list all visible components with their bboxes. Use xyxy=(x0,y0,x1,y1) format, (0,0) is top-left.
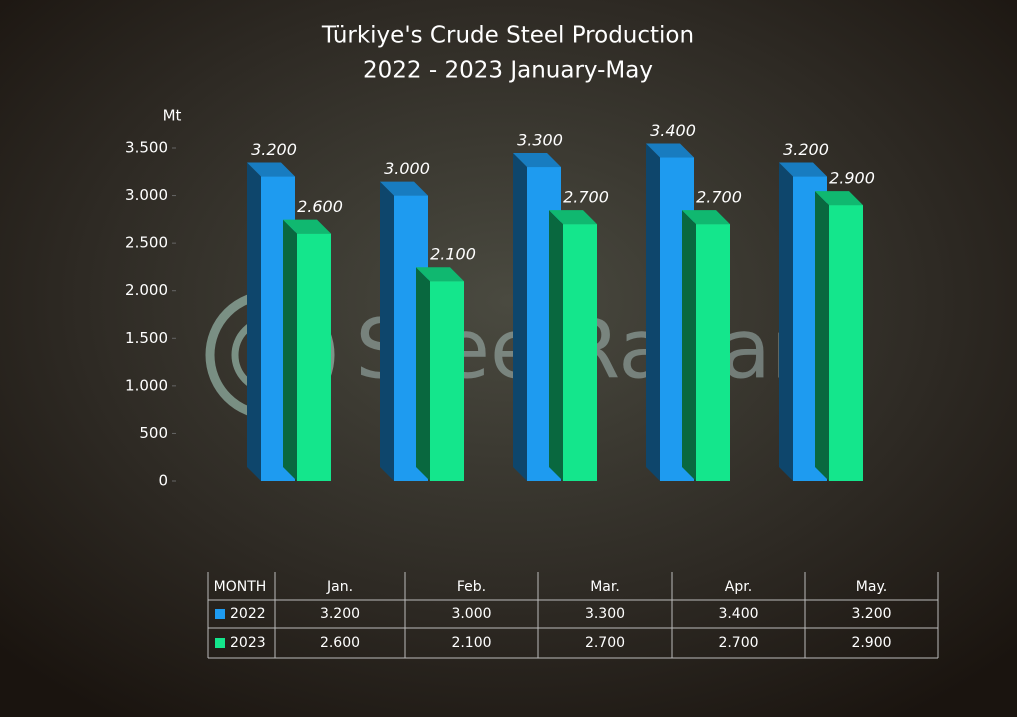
table-cell: 2.600 xyxy=(320,635,360,651)
table-cell: 3.200 xyxy=(320,606,360,622)
chart-title: Türkiye's Crude Steel Production xyxy=(321,23,694,49)
bar-side xyxy=(646,143,660,481)
bar-top xyxy=(283,219,331,234)
legend-label: 2023 xyxy=(230,635,266,651)
y-tick-label: 1.000 xyxy=(125,376,168,394)
bar-side xyxy=(815,191,829,482)
value-label: 3.400 xyxy=(650,121,696,140)
table-column-header: Feb. xyxy=(457,579,486,595)
value-label: 3.300 xyxy=(517,131,563,150)
bar xyxy=(563,224,597,481)
table-cell: 2.100 xyxy=(451,635,491,651)
table-cell: 3.200 xyxy=(851,606,891,622)
table-header: MONTH xyxy=(214,579,267,595)
y-tick-label: 3.500 xyxy=(125,139,168,157)
table-cell: 2.700 xyxy=(585,635,625,651)
chart-subtitle: 2022 - 2023 January-May xyxy=(363,58,653,84)
table-cell: 3.000 xyxy=(451,606,491,622)
y-tick-label: 1.500 xyxy=(125,329,168,347)
bar xyxy=(829,205,863,482)
bar-top xyxy=(682,210,730,225)
bar-top xyxy=(815,191,863,206)
bar xyxy=(297,233,331,481)
table-cell: 3.400 xyxy=(718,606,758,622)
bar-top xyxy=(416,267,464,282)
bar-top xyxy=(549,210,597,225)
y-tick-label: 2.000 xyxy=(125,281,168,299)
bar-top xyxy=(779,162,827,177)
bar-side xyxy=(779,162,793,482)
y-axis-label: Mt xyxy=(163,107,182,125)
value-label: 2.100 xyxy=(430,245,476,264)
value-label: 2.600 xyxy=(297,197,343,216)
bar xyxy=(430,281,464,481)
y-tick-label: 0 xyxy=(158,472,168,490)
legend-swatch xyxy=(215,609,225,619)
y-tick-label: 500 xyxy=(139,424,168,442)
value-label: 3.200 xyxy=(251,140,297,159)
table-column-header: Apr. xyxy=(725,579,752,595)
bar-top xyxy=(646,143,694,158)
table-column-header: Mar. xyxy=(590,579,620,595)
bar xyxy=(696,224,730,481)
value-label: 3.000 xyxy=(384,159,430,178)
table-cell: 2.900 xyxy=(851,635,891,651)
bar-top xyxy=(380,181,428,196)
bar-side xyxy=(416,267,430,481)
legend-label: 2022 xyxy=(230,606,266,622)
bar-top xyxy=(513,153,561,168)
bar-top xyxy=(247,162,295,177)
value-label: 3.200 xyxy=(783,140,829,159)
table-cell: 2.700 xyxy=(718,635,758,651)
bar-side xyxy=(549,210,563,481)
bar-side xyxy=(283,219,297,481)
bar-side xyxy=(682,210,696,481)
y-tick-label: 3.000 xyxy=(125,186,168,204)
bar-side xyxy=(513,153,527,481)
bar-side xyxy=(247,162,261,482)
y-tick-label: 2.500 xyxy=(125,234,168,252)
value-label: 2.900 xyxy=(829,169,875,188)
value-label: 2.700 xyxy=(696,188,742,207)
value-label: 2.700 xyxy=(563,188,609,207)
table-column-header: May. xyxy=(856,579,887,595)
table-column-header: Jan. xyxy=(326,579,353,595)
bar-side xyxy=(380,181,394,482)
legend-swatch xyxy=(215,638,225,648)
table-cell: 3.300 xyxy=(585,606,625,622)
